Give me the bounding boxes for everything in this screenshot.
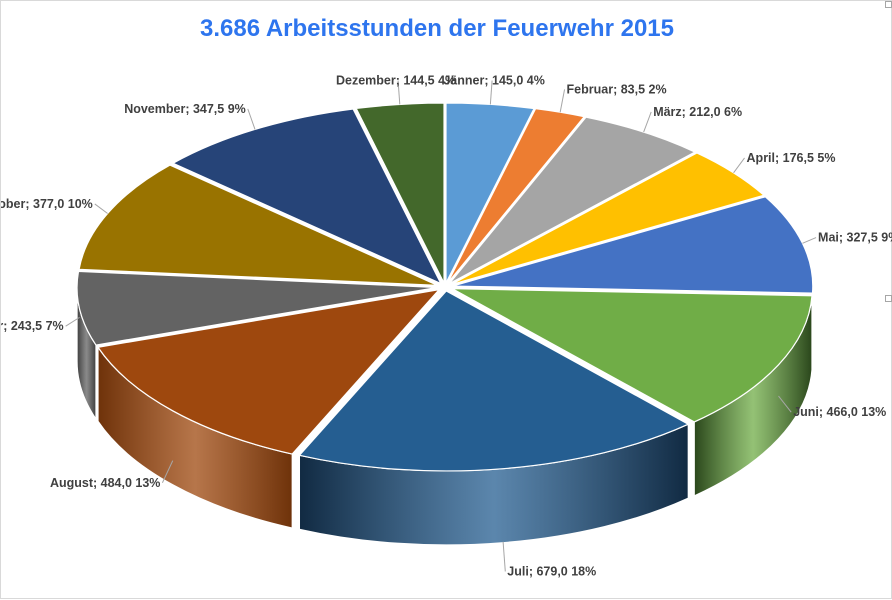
data-label-maerz: März; 212,0 6% [653, 105, 742, 119]
data-label-august: August; 484,0 13% [50, 476, 160, 490]
data-label-juni: Juni; 466,0 13% [793, 405, 886, 419]
pie-tops [77, 103, 813, 471]
data-label-mai: Mai; 327,5 9% [818, 231, 892, 245]
data-label-november: November; 347,5 9% [124, 102, 246, 116]
data-label-juli: Juli; 679,0 18% [507, 564, 596, 578]
leader-line [734, 158, 745, 173]
leader-line [503, 542, 505, 572]
resize-handle-right[interactable] [885, 295, 892, 302]
leader-line [95, 204, 108, 214]
data-label-oktober: Oktober; 377,0 10% [1, 197, 93, 211]
leader-line [248, 109, 255, 130]
data-label-april: April; 176,5 5% [747, 151, 836, 165]
data-label-februar: Februar; 83,5 2% [567, 82, 667, 96]
resize-handle-top-right[interactable] [885, 1, 892, 8]
leader-line [802, 238, 816, 244]
leader-line [644, 112, 652, 132]
data-label-dezember: Dezember; 144,5 4% [336, 74, 456, 88]
leader-line [560, 89, 564, 112]
data-label-september: September; 243,5 7% [1, 319, 64, 333]
data-label-jaenner: Jänner; 145,0 4% [443, 74, 544, 88]
